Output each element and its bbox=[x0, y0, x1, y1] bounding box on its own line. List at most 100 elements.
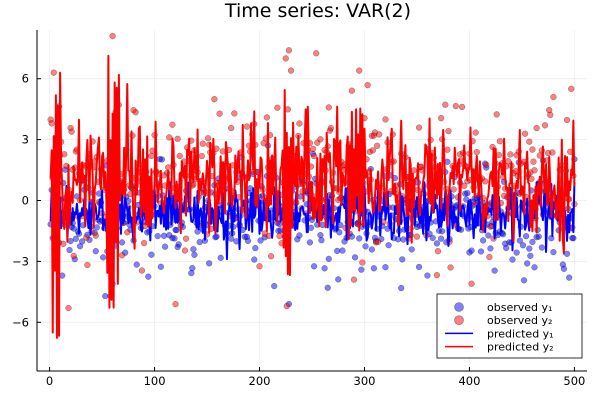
observed-y1-point bbox=[394, 236, 402, 243]
observed-y2-point bbox=[174, 135, 181, 142]
observed-y2-point bbox=[450, 186, 457, 193]
observed-y2-point bbox=[204, 135, 212, 142]
observed-y1-point bbox=[370, 265, 378, 272]
observed-y2-point bbox=[124, 229, 131, 236]
observed-y1-point bbox=[356, 235, 363, 242]
observed-y2-point bbox=[296, 120, 303, 127]
observed-y2-point bbox=[263, 114, 271, 121]
observed-y1-point bbox=[321, 265, 328, 272]
observed-y1-point bbox=[368, 246, 375, 253]
observed-y2-point bbox=[165, 164, 172, 171]
observed-y1-point bbox=[310, 263, 318, 270]
observed-y2-point bbox=[198, 152, 205, 160]
observed-y1-point bbox=[271, 282, 278, 290]
observed-y2-point bbox=[468, 280, 475, 287]
observed-y2-point bbox=[529, 146, 536, 153]
observed-y2-point bbox=[309, 145, 317, 153]
observed-y1-point bbox=[72, 235, 79, 242]
observed-y2-point bbox=[166, 134, 173, 141]
observed-y2-point bbox=[500, 192, 508, 199]
observed-y1-point bbox=[93, 224, 100, 231]
observed-y1-point bbox=[351, 254, 359, 261]
axes bbox=[36, 30, 587, 372]
observed-y1-point bbox=[535, 233, 542, 240]
observed-y1-point bbox=[526, 245, 533, 252]
observed-y2-point bbox=[364, 81, 371, 89]
observed-y1-point bbox=[252, 244, 259, 252]
observed-y1-point bbox=[527, 252, 534, 260]
observed-y1-point bbox=[161, 243, 169, 250]
observed-y2-point bbox=[486, 253, 493, 261]
observed-y2-point bbox=[452, 102, 459, 110]
observed-y1-point bbox=[318, 237, 325, 244]
observed-y1-point bbox=[145, 273, 152, 280]
x-tick-label: 0 bbox=[46, 374, 53, 388]
observed-y1-point bbox=[457, 226, 465, 233]
observed-y1-point bbox=[400, 236, 407, 243]
observed-y2-point bbox=[118, 252, 126, 259]
observed-y1-point bbox=[217, 254, 224, 261]
observed-y2-point bbox=[169, 121, 176, 128]
observed-y1-point bbox=[509, 256, 516, 263]
observed-y2-point bbox=[68, 128, 75, 135]
observed-y2-point bbox=[181, 247, 189, 254]
observed-y1-point bbox=[424, 272, 431, 279]
observed-y1-point bbox=[194, 228, 201, 235]
observed-y2-point bbox=[274, 104, 281, 111]
observed-y2-point bbox=[442, 101, 449, 108]
observed-y1-point bbox=[563, 250, 571, 257]
legend-label: observed y₁ bbox=[487, 301, 552, 314]
observed-y2-point bbox=[350, 276, 358, 283]
observed-y2-point bbox=[433, 271, 441, 279]
observed-y1-point bbox=[491, 267, 498, 274]
observed-y1-point bbox=[157, 263, 165, 270]
observed-y2-point bbox=[472, 129, 479, 136]
observed-y1-point bbox=[468, 247, 475, 254]
observed-y1-point bbox=[522, 233, 530, 240]
y-tick-label: 0 bbox=[22, 194, 29, 208]
observed-y1-point bbox=[516, 237, 523, 244]
observed-y1-point bbox=[317, 231, 324, 239]
observed-y2-point bbox=[176, 152, 183, 160]
observed-y2-point bbox=[282, 55, 289, 62]
observed-y2-point bbox=[483, 161, 490, 169]
observed-y1-point bbox=[362, 243, 369, 250]
observed-y2-point bbox=[528, 175, 535, 182]
observed-y2-point bbox=[256, 263, 263, 270]
observed-y2-point bbox=[327, 125, 335, 132]
observed-y2-point bbox=[482, 178, 489, 185]
observed-y2-point bbox=[547, 111, 554, 119]
observed-y1-point bbox=[485, 232, 492, 239]
observed-y2-point bbox=[447, 264, 454, 271]
observed-y1-point bbox=[531, 264, 538, 271]
tick-labels: 0 100 200 300 400 500 −6 −3 0 3 6 bbox=[12, 72, 585, 388]
observed-y2-point bbox=[285, 47, 293, 54]
observed-y2-point bbox=[317, 136, 324, 143]
observed-y2-point bbox=[526, 138, 533, 145]
observed-y1-point bbox=[67, 237, 74, 245]
observed-y2-point bbox=[70, 252, 77, 260]
observed-y1-point bbox=[246, 185, 254, 192]
observed-y1-point bbox=[399, 256, 406, 263]
observed-y2-point bbox=[374, 238, 382, 245]
observed-y1-point bbox=[334, 247, 341, 255]
observed-y2-point bbox=[92, 232, 99, 239]
observed-y2-point bbox=[199, 140, 206, 147]
observed-y2-point bbox=[60, 240, 67, 247]
x-tick-label: 400 bbox=[458, 374, 480, 388]
observed-y2-point bbox=[359, 259, 366, 266]
observed-y2-point bbox=[138, 267, 146, 274]
observed-y2-point bbox=[48, 120, 55, 127]
observed-y1-point bbox=[175, 241, 182, 248]
observed-y1-point bbox=[196, 238, 203, 246]
observed-y2-point bbox=[310, 152, 318, 160]
observed-y1-point bbox=[464, 190, 471, 197]
observed-y2-point bbox=[83, 234, 90, 241]
observed-y2-point bbox=[444, 146, 451, 153]
observed-y2-point bbox=[61, 151, 68, 158]
legend-label: observed y₂ bbox=[487, 314, 552, 327]
observed-y1-point bbox=[228, 235, 235, 242]
observed-y2-point bbox=[541, 122, 549, 129]
observed-y1-point bbox=[133, 261, 140, 268]
